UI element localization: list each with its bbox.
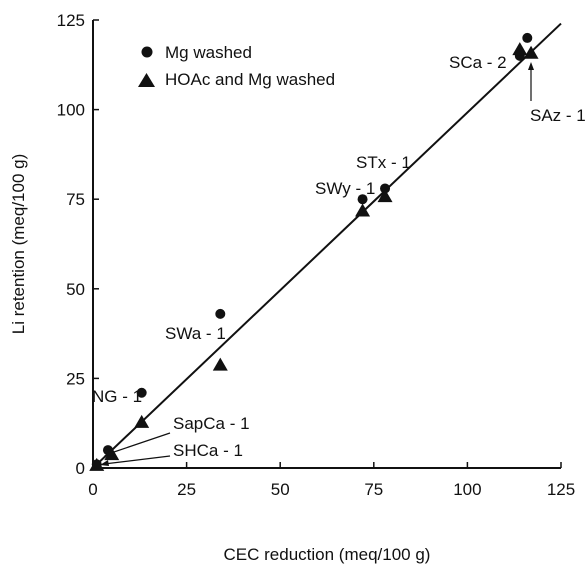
legend-label-hoac-mg-washed: HOAc and Mg washed bbox=[165, 70, 335, 89]
y-tick-label: 75 bbox=[66, 190, 85, 209]
point-hoac-mg-washed bbox=[512, 42, 528, 56]
annotation-swy-1: SWy - 1 bbox=[315, 179, 375, 198]
x-tick-label: 100 bbox=[453, 480, 481, 499]
point-hoac-mg-washed bbox=[212, 357, 228, 371]
annotation-saz-1: SAz - 1 bbox=[530, 106, 586, 125]
point-hoac-mg-washed bbox=[523, 45, 539, 59]
legend-label-mg-washed: Mg washed bbox=[165, 43, 252, 62]
annotation-shca-1: SHCa - 1 bbox=[173, 441, 243, 460]
arrow-sapca-1 bbox=[107, 432, 171, 455]
annotation-sapca-1: SapCa - 1 bbox=[173, 414, 250, 433]
point-mg-washed bbox=[136, 387, 147, 398]
x-tick-label: 25 bbox=[177, 480, 196, 499]
point-hoac-mg-washed bbox=[89, 457, 105, 471]
y-tick-label: 125 bbox=[57, 11, 85, 30]
fit-line-layer bbox=[92, 22, 562, 469]
point-hoac-mg-washed bbox=[355, 203, 371, 217]
x-tick-label: 50 bbox=[271, 480, 290, 499]
y-tick-label: 100 bbox=[57, 101, 85, 120]
points-layer bbox=[89, 32, 539, 471]
arrowhead-shca-1 bbox=[100, 460, 109, 466]
fit-line bbox=[92, 22, 562, 469]
legend-marker-mg-washed bbox=[141, 46, 153, 58]
annotation-stx-1: STx - 1 bbox=[356, 153, 411, 172]
point-hoac-mg-washed bbox=[134, 414, 150, 428]
plot-frame bbox=[92, 20, 561, 469]
legend: Mg washed HOAc and Mg washed bbox=[138, 43, 335, 89]
x-axis-title: CEC reduction (meq/100 g) bbox=[224, 545, 431, 564]
x-tick-label: 125 bbox=[547, 480, 575, 499]
point-mg-washed bbox=[522, 32, 533, 43]
arrowhead-saz-1 bbox=[528, 62, 534, 70]
point-mg-washed bbox=[215, 308, 226, 319]
legend-marker-hoac-mg-washed bbox=[138, 73, 155, 87]
y-tick-label: 0 bbox=[76, 459, 85, 478]
point-mg-washed bbox=[380, 183, 391, 194]
x-tick-label: 0 bbox=[88, 480, 97, 499]
y-tick-label: 25 bbox=[66, 369, 85, 388]
annotation-swa-1: SWa - 1 bbox=[165, 324, 226, 343]
annotations: SCa - 2 SAz - 1 STx - 1 SWy - 1 SWa - 1 … bbox=[92, 53, 586, 466]
arrow-shca-1 bbox=[103, 455, 171, 465]
annotation-ng-1: NG - 1 bbox=[92, 387, 142, 406]
y-ticks: 0 25 50 75 100 125 bbox=[57, 11, 99, 478]
point-mg-washed bbox=[357, 194, 368, 205]
point-hoac-mg-washed bbox=[377, 189, 393, 203]
y-tick-label: 50 bbox=[66, 280, 85, 299]
annotation-sca-2: SCa - 2 bbox=[449, 53, 507, 72]
arrowhead-sapca-1 bbox=[104, 449, 114, 456]
x-ticks: 0 25 50 75 100 125 bbox=[88, 462, 575, 499]
x-tick-label: 75 bbox=[364, 480, 383, 499]
y-axis-title: Li retention (meq/100 g) bbox=[9, 154, 28, 335]
